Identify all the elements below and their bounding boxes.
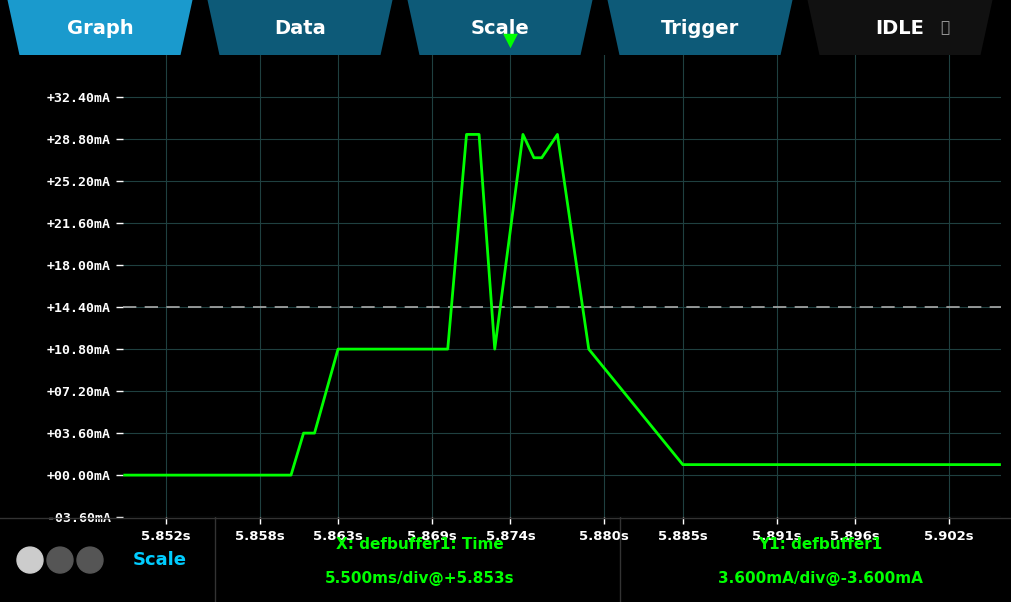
Polygon shape (207, 0, 392, 55)
Text: Graph: Graph (67, 19, 133, 37)
Text: Scale: Scale (471, 19, 530, 37)
Text: Scale: Scale (133, 551, 187, 569)
Polygon shape (7, 0, 192, 55)
Circle shape (47, 547, 73, 573)
Polygon shape (608, 0, 793, 55)
Polygon shape (407, 0, 592, 55)
Text: 5.500ms/div@+5.853s: 5.500ms/div@+5.853s (326, 571, 515, 586)
Text: ▼: ▼ (502, 31, 518, 49)
Text: IDLE: IDLE (876, 19, 924, 37)
Text: Trigger: Trigger (661, 19, 739, 37)
Text: 3.600mA/div@-3.600mA: 3.600mA/div@-3.600mA (718, 571, 922, 586)
Text: X: defbuffer1: Time: X: defbuffer1: Time (336, 536, 503, 551)
Circle shape (17, 547, 43, 573)
Polygon shape (808, 0, 993, 55)
Text: Y1: defbuffer1: Y1: defbuffer1 (758, 536, 883, 551)
Text: ⏻: ⏻ (940, 20, 949, 36)
Text: Data: Data (274, 19, 326, 37)
Circle shape (77, 547, 103, 573)
